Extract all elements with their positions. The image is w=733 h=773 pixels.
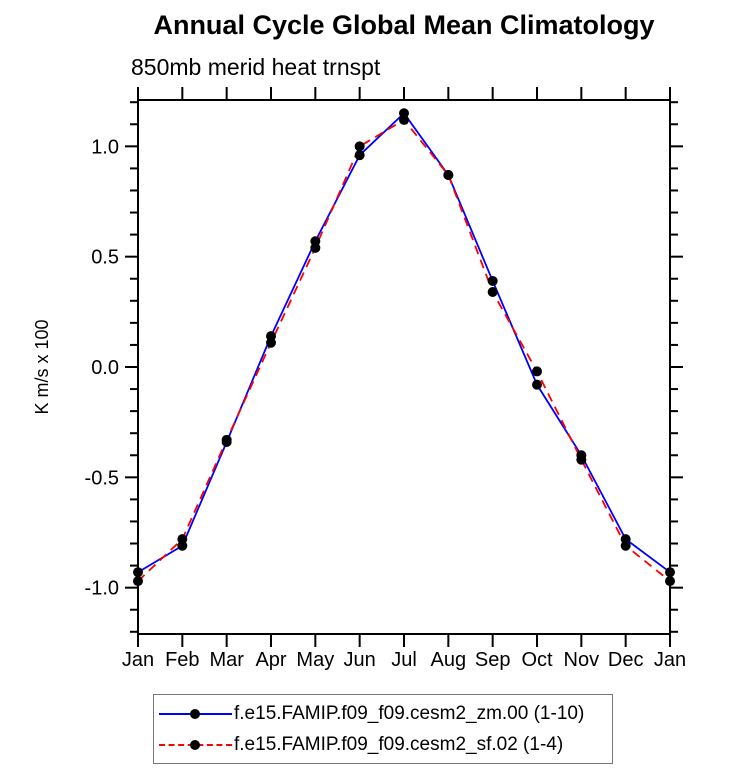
legend-item-sf02: f.e15.FAMIP.f09_f09.cesm2_sf.02 (1-4) (154, 729, 612, 760)
legend-box: f.e15.FAMIP.f09_f09.cesm2_zm.00 (1-10) f… (153, 694, 613, 764)
chart-subtitle: 850mb merid heat trnspt (131, 54, 381, 80)
svg-text:Oct: Oct (521, 649, 553, 671)
svg-text:Jan: Jan (654, 649, 686, 671)
svg-text:0.0: 0.0 (91, 357, 119, 379)
svg-text:Jun: Jun (344, 649, 376, 671)
chart-title: Annual Cycle Global Mean Climatology (153, 10, 655, 40)
svg-text:Nov: Nov (564, 649, 600, 671)
legend-marker-icon (190, 739, 200, 750)
legend-marker-icon (190, 708, 200, 719)
svg-text:1.0: 1.0 (91, 136, 119, 158)
legend-line-sample-dashed (159, 735, 232, 755)
legend-label: f.e15.FAMIP.f09_f09.cesm2_zm.00 (1-10) (234, 702, 585, 724)
svg-text:K m/s x 100: K m/s x 100 (32, 319, 52, 414)
svg-text:Jul: Jul (391, 649, 417, 671)
svg-text:Jan: Jan (122, 649, 154, 671)
svg-text:Feb: Feb (165, 649, 199, 671)
svg-text:Apr: Apr (255, 649, 286, 671)
svg-text:-0.5: -0.5 (85, 467, 119, 489)
svg-text:-1.0: -1.0 (85, 578, 119, 600)
svg-text:Sep: Sep (475, 649, 511, 671)
plot-area: Jan Feb Mar Apr May Jun Jul Aug Sep Oct Nov Dec Jan 1… (32, 87, 686, 671)
svg-text:Mar: Mar (209, 649, 244, 671)
legend-label: f.e15.FAMIP.f09_f09.cesm2_sf.02 (1-4) (234, 733, 564, 755)
svg-text:Dec: Dec (608, 649, 644, 671)
svg-text:Aug: Aug (431, 649, 467, 671)
svg-text:May: May (296, 649, 334, 671)
legend-line-sample-solid (159, 704, 232, 724)
legend-item-zm00: f.e15.FAMIP.f09_f09.cesm2_zm.00 (1-10) (154, 698, 612, 729)
svg-text:0.5: 0.5 (91, 247, 119, 269)
